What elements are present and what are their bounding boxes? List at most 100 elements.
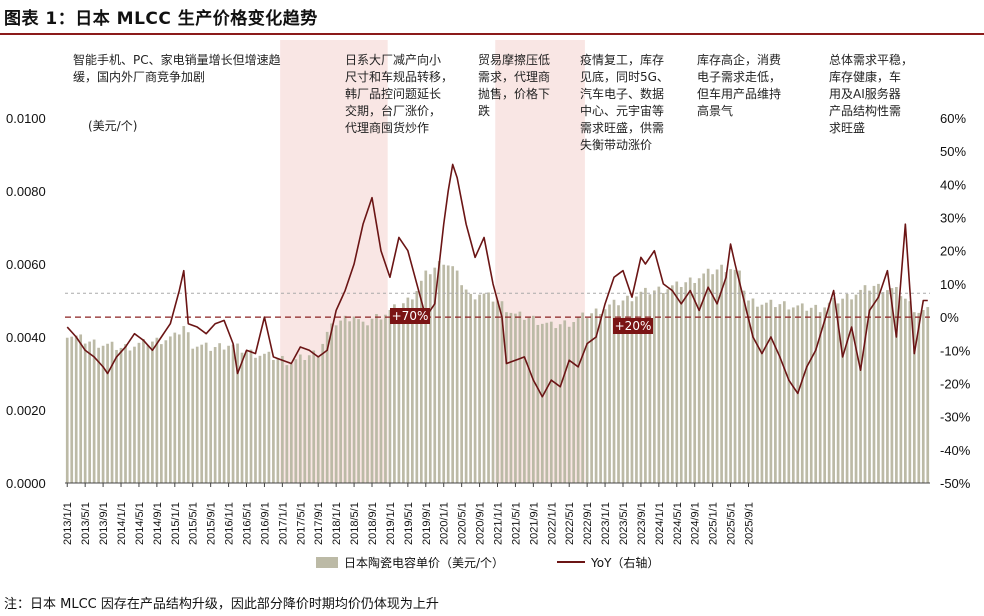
price-bar	[164, 340, 168, 483]
price-bar	[101, 345, 105, 483]
legend-bar-swatch	[316, 557, 338, 568]
callout-label: +70%	[392, 309, 429, 323]
price-bar	[899, 296, 903, 483]
price-bar	[231, 344, 235, 483]
price-bar	[540, 323, 544, 483]
price-bar	[285, 365, 289, 483]
chart-title: 图表 1：日本 MLCC 生产价格变化趋势	[4, 9, 318, 29]
price-bar	[272, 359, 275, 483]
x-tick-label: 2013/9/1	[98, 502, 110, 545]
price-bar	[321, 343, 325, 483]
yoy-line	[66, 163, 928, 398]
price-bar	[787, 309, 791, 483]
annotation-line: 汽车电子、数据	[580, 86, 664, 101]
annotation-line: 高景气	[697, 103, 733, 118]
price-bar	[514, 313, 517, 483]
price-bar	[567, 326, 571, 483]
price-bar	[402, 303, 405, 483]
price-bar	[83, 343, 87, 483]
price-bar	[460, 285, 463, 483]
price-bar	[204, 342, 208, 483]
price-bar	[151, 341, 154, 483]
x-tick-label: 2018/5/1	[349, 502, 361, 545]
price-bar	[222, 349, 226, 483]
price-bar	[612, 299, 616, 483]
price-bar	[670, 285, 674, 483]
annotation-line: 代理商囤货炒作	[345, 120, 429, 135]
price-bar	[850, 299, 853, 483]
price-bar	[706, 268, 710, 483]
x-tick-label: 2016/5/1	[242, 502, 254, 545]
x-tick-label: 2024/9/1	[690, 502, 702, 545]
price-bar	[733, 269, 737, 483]
x-tick-label: 2024/5/1	[672, 502, 684, 545]
annotation-line: 需求旺盛，供需	[580, 120, 664, 135]
annotation-line: 尺寸和车规品转移，	[345, 69, 453, 84]
price-bar	[926, 307, 930, 483]
price-bar	[639, 291, 643, 483]
price-bar	[473, 299, 477, 483]
price-bar	[70, 336, 74, 483]
shaded-period	[280, 40, 388, 483]
right-axis-tick: -10%	[940, 343, 971, 358]
price-bar	[375, 314, 378, 483]
price-bar	[146, 345, 150, 483]
price-bar	[168, 336, 172, 483]
price-bar	[809, 307, 813, 483]
right-axis-tick: 50%	[940, 144, 966, 159]
price-bar	[836, 303, 840, 483]
price-bar	[182, 326, 186, 483]
price-bar	[464, 289, 468, 483]
x-tick-label: 2019/1/1	[385, 502, 397, 545]
price-bar	[769, 299, 773, 483]
price-bar	[384, 314, 387, 483]
price-bar	[97, 347, 100, 483]
price-bar	[558, 324, 562, 483]
price-bar	[433, 267, 437, 483]
annotation-line: 抛售，价格下	[478, 86, 550, 101]
right-axis-tick: -50%	[940, 476, 971, 491]
price-bar	[478, 294, 481, 483]
price-bar	[805, 310, 809, 483]
price-bar	[648, 294, 652, 483]
price-bar	[527, 317, 531, 483]
price-bar	[491, 301, 495, 483]
price-bar	[715, 269, 719, 483]
price-bar	[137, 342, 141, 483]
price-bar	[406, 297, 410, 483]
price-bar	[482, 293, 486, 483]
price-bar	[590, 313, 593, 483]
price-bar	[729, 269, 732, 483]
price-bar	[697, 278, 701, 483]
price-bar	[254, 357, 257, 483]
price-bar	[249, 349, 253, 483]
right-axis-tick: 40%	[940, 177, 966, 192]
price-bar	[294, 359, 298, 483]
price-bar	[357, 319, 360, 483]
price-bar	[411, 299, 414, 483]
annotation-line: 产品结构性需	[829, 103, 901, 118]
annotation-line: 需求，代理商	[478, 69, 550, 84]
price-bar	[818, 312, 822, 483]
price-bar	[500, 301, 504, 483]
x-tick-label: 2014/9/1	[152, 502, 164, 545]
price-bar	[339, 320, 342, 483]
x-tick-label: 2013/1/1	[62, 502, 74, 545]
price-bar	[88, 341, 91, 483]
price-bar	[832, 297, 835, 483]
price-bar	[267, 351, 271, 483]
price-bar	[908, 301, 912, 483]
price-bar	[79, 334, 83, 483]
x-tick-label: 2021/5/1	[510, 502, 522, 545]
price-bar	[428, 274, 432, 483]
left-axis-tick: 0.0020	[6, 403, 46, 418]
price-bar	[688, 277, 692, 483]
price-bar	[594, 308, 598, 483]
price-bar	[173, 332, 177, 483]
right-axis-tick: 0%	[940, 310, 959, 325]
price-bar	[581, 312, 584, 483]
price-bar	[155, 337, 159, 483]
price-bar	[142, 339, 145, 483]
price-bar	[397, 308, 401, 483]
